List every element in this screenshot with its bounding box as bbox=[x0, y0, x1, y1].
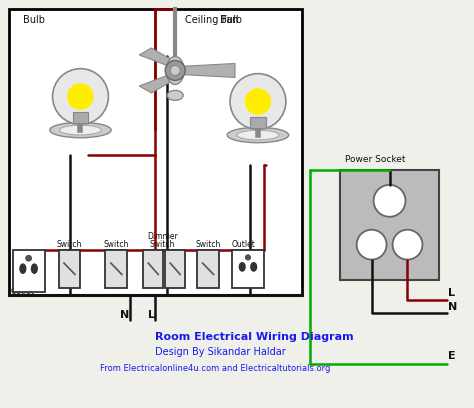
Ellipse shape bbox=[20, 264, 26, 273]
Text: From Electricalonline4u.com and Electricaltutorials.org: From Electricalonline4u.com and Electric… bbox=[100, 364, 331, 373]
FancyBboxPatch shape bbox=[73, 112, 88, 122]
Ellipse shape bbox=[227, 127, 289, 143]
Circle shape bbox=[392, 230, 422, 259]
FancyBboxPatch shape bbox=[105, 250, 128, 288]
Text: Switch: Switch bbox=[195, 240, 220, 249]
Circle shape bbox=[53, 69, 109, 124]
Text: N: N bbox=[448, 302, 457, 312]
FancyBboxPatch shape bbox=[197, 250, 219, 288]
Polygon shape bbox=[183, 64, 235, 78]
Ellipse shape bbox=[237, 130, 279, 140]
Ellipse shape bbox=[239, 263, 245, 271]
Text: L: L bbox=[148, 310, 155, 319]
Text: Bulb: Bulb bbox=[23, 15, 45, 24]
Circle shape bbox=[246, 89, 271, 114]
Text: Room Electrical Wiring Diagram: Room Electrical Wiring Diagram bbox=[155, 332, 354, 341]
Text: Ceiling Fan: Ceiling Fan bbox=[185, 15, 238, 24]
FancyBboxPatch shape bbox=[13, 250, 45, 292]
Text: Switch: Switch bbox=[149, 240, 174, 249]
FancyBboxPatch shape bbox=[58, 250, 81, 288]
Text: Dimmer: Dimmer bbox=[147, 232, 178, 241]
Text: Switch: Switch bbox=[56, 240, 82, 249]
Circle shape bbox=[26, 255, 32, 261]
Circle shape bbox=[246, 255, 251, 260]
FancyBboxPatch shape bbox=[250, 117, 266, 128]
Ellipse shape bbox=[60, 125, 101, 135]
Text: L: L bbox=[448, 288, 456, 298]
Text: E: E bbox=[448, 351, 456, 361]
Circle shape bbox=[165, 60, 185, 80]
Circle shape bbox=[356, 230, 387, 259]
Ellipse shape bbox=[167, 91, 183, 100]
Circle shape bbox=[374, 185, 405, 217]
Ellipse shape bbox=[166, 56, 184, 84]
Ellipse shape bbox=[50, 122, 111, 138]
Text: N: N bbox=[120, 310, 129, 319]
Text: Outlet: Outlet bbox=[232, 240, 256, 249]
FancyBboxPatch shape bbox=[9, 9, 302, 295]
Ellipse shape bbox=[251, 263, 256, 271]
FancyBboxPatch shape bbox=[143, 250, 163, 288]
Circle shape bbox=[68, 84, 93, 109]
FancyBboxPatch shape bbox=[340, 170, 439, 280]
Text: Switch: Switch bbox=[103, 240, 129, 249]
Circle shape bbox=[230, 74, 286, 129]
FancyBboxPatch shape bbox=[232, 250, 264, 288]
Text: Bulb: Bulb bbox=[220, 15, 242, 24]
FancyBboxPatch shape bbox=[165, 250, 185, 288]
Polygon shape bbox=[139, 48, 175, 66]
Text: Outlet: Outlet bbox=[11, 287, 35, 296]
Ellipse shape bbox=[31, 264, 37, 273]
Circle shape bbox=[170, 65, 180, 75]
Text: Power Socket: Power Socket bbox=[345, 155, 405, 164]
Polygon shape bbox=[139, 75, 175, 93]
Text: Design By Sikandar Haldar: Design By Sikandar Haldar bbox=[155, 348, 286, 357]
